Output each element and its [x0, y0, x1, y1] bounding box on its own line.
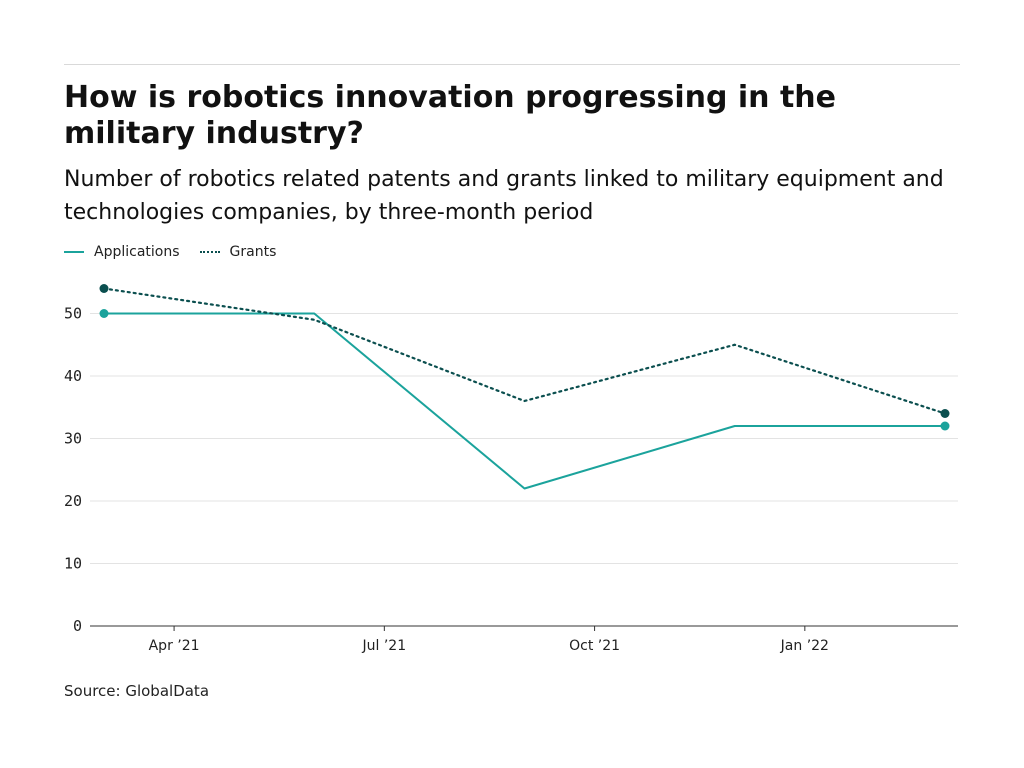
- series-marker-grants-0: [99, 284, 109, 293]
- y-tick-label-40: 40: [64, 367, 82, 385]
- legend-label-grants: Grants: [229, 244, 277, 260]
- y-tick-label-10: 10: [64, 555, 82, 573]
- series-marker-grants-4: [940, 409, 950, 418]
- x-tick-label-1: Jul ’21: [362, 638, 407, 654]
- chart-title: How is robotics innovation progressing i…: [64, 80, 837, 151]
- source-note: Source: GlobalData: [64, 682, 210, 700]
- legend-label-applications: Applications: [94, 244, 180, 260]
- y-tick-label-30: 30: [64, 430, 82, 448]
- legend-swatch-applications: [64, 251, 84, 253]
- legend-item-grants: Grants: [199, 244, 277, 260]
- legend: Applications Grants: [64, 242, 296, 262]
- series-marker-applications-4: [940, 421, 950, 431]
- legend-swatch-grants: [199, 251, 220, 253]
- y-tick-label-0: 0: [73, 617, 82, 635]
- chart-subtitle: Number of robotics related patents and g…: [64, 167, 944, 225]
- x-tick-label-2: Oct ’21: [569, 638, 620, 654]
- series-marker-applications-0: [99, 309, 109, 318]
- legend-item-applications: Applications: [64, 244, 180, 260]
- x-tick-label-3: Jan ’22: [780, 638, 829, 654]
- series-line-grants: [102, 287, 947, 415]
- top-divider: [64, 64, 960, 65]
- series-line-applications: [104, 312, 945, 490]
- x-tick-label-0: Apr ’21: [149, 638, 200, 654]
- y-tick-label-50: 50: [64, 305, 82, 323]
- y-tick-label-20: 20: [64, 492, 82, 510]
